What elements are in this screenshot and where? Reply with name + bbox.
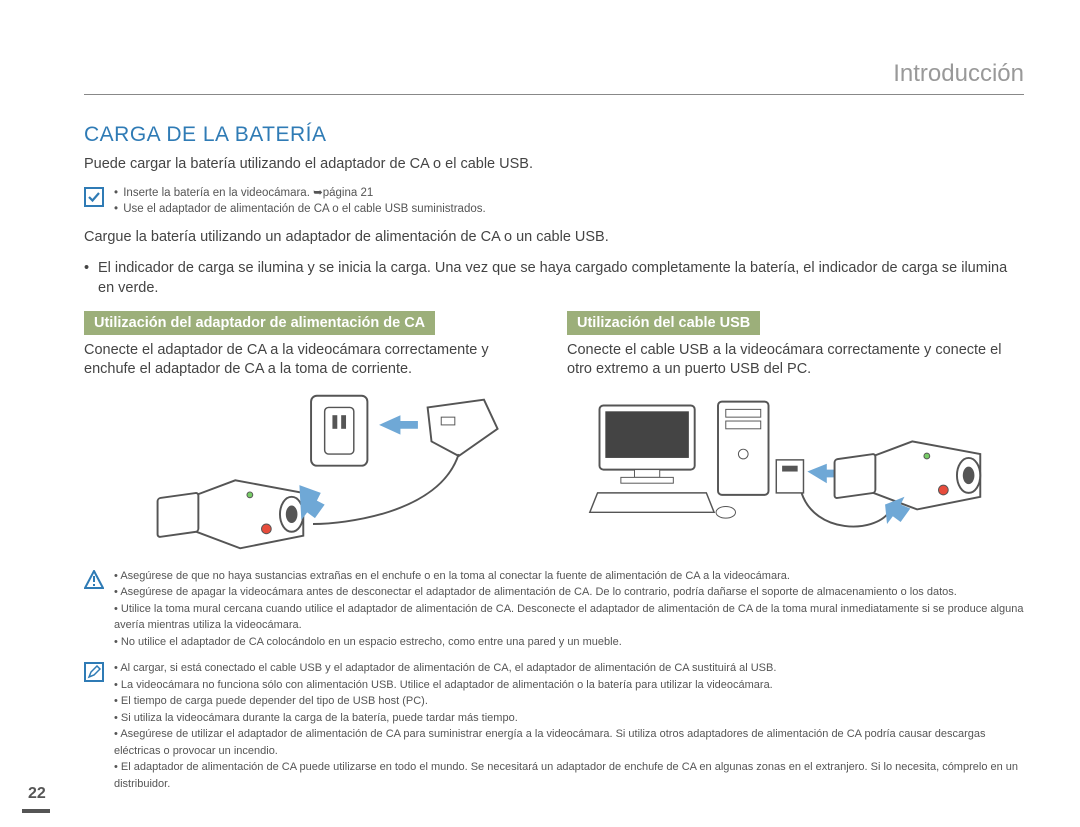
info-item: Al cargar, si está conectado el cable US… xyxy=(114,660,1024,677)
info-list: Al cargar, si está conectado el cable US… xyxy=(114,660,1024,792)
note-item: Inserte la batería en la videocámara. ➥p… xyxy=(114,185,486,202)
left-column: Utilización del adaptador de alimentació… xyxy=(84,311,541,558)
warning-block: Asegúrese de que no haya sustancias extr… xyxy=(84,568,1024,651)
left-heading: Utilización del adaptador de alimentació… xyxy=(84,311,435,335)
note-list: Inserte la batería en la videocámara. ➥p… xyxy=(114,185,486,218)
warning-item: Asegúrese de apagar la videocámara antes… xyxy=(114,584,1024,601)
note-item: Use el adaptador de alimentación de CA o… xyxy=(114,201,486,218)
warning-list: Asegúrese de que no haya sustancias extr… xyxy=(114,568,1024,651)
pencil-note-icon xyxy=(84,662,104,682)
body-bullet: El indicador de carga se ilumina y se in… xyxy=(84,259,1024,298)
warning-triangle-icon xyxy=(84,570,104,590)
right-column: Utilización del cable USB Conecte el cab… xyxy=(567,311,1024,558)
section-intro: Puede cargar la batería utilizando el ad… xyxy=(84,155,1024,175)
check-icon xyxy=(84,187,104,207)
info-item: La videocámara no funciona sólo con alim… xyxy=(114,677,1024,694)
warning-item: Utilice la toma mural cercana cuando uti… xyxy=(114,601,1024,634)
note-block: Inserte la batería en la videocámara. ➥p… xyxy=(84,185,1024,218)
warning-item: Asegúrese de que no haya sustancias extr… xyxy=(114,568,1024,585)
section-title: CARGA DE LA BATERÍA xyxy=(84,123,1024,147)
right-heading: Utilización del cable USB xyxy=(567,311,760,335)
warning-item: No utilice el adaptador de CA colocándol… xyxy=(114,634,1024,651)
page-header: Introducción xyxy=(84,60,1024,95)
page-number-bar xyxy=(22,809,50,813)
body-line: Cargue la batería utilizando un adaptado… xyxy=(84,228,1024,248)
page-number: 22 xyxy=(28,785,46,803)
info-item: Si utiliza la videocámara durante la car… xyxy=(114,710,1024,727)
ac-adapter-illustration xyxy=(84,388,541,558)
right-text: Conecte el cable USB a la videocámara co… xyxy=(567,341,1024,380)
usb-cable-illustration xyxy=(567,388,1024,558)
info-item: El adaptador de alimentación de CA puede… xyxy=(114,759,1024,792)
info-block: Al cargar, si está conectado el cable US… xyxy=(84,660,1024,792)
info-item: Asegúrese de utilizar el adaptador de al… xyxy=(114,726,1024,759)
info-item: El tiempo de carga puede depender del ti… xyxy=(114,693,1024,710)
left-text: Conecte el adaptador de CA a la videocám… xyxy=(84,341,541,380)
